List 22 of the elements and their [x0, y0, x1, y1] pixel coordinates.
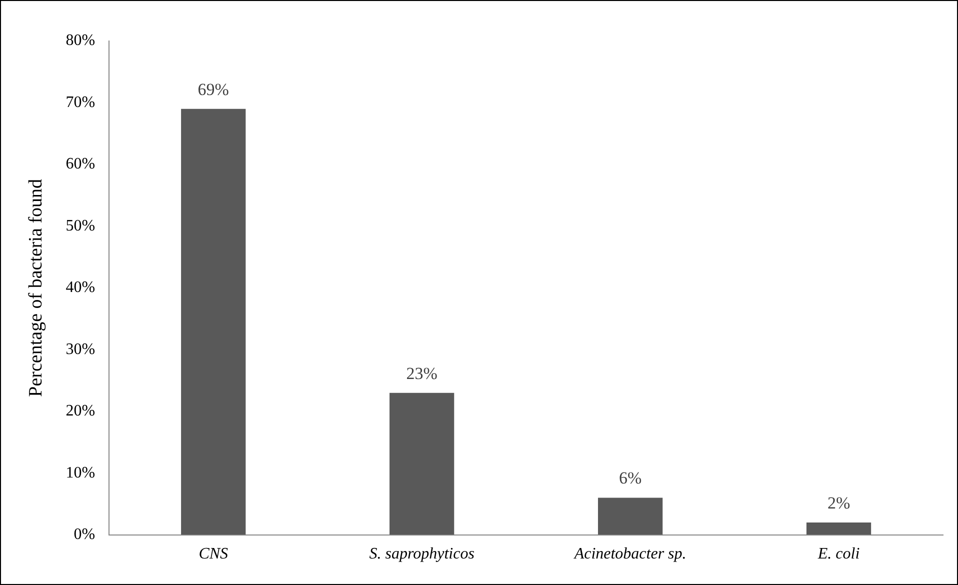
data-label: 2%: [827, 493, 850, 512]
bar: [390, 392, 454, 535]
x-tick-label: S. saprophyticos: [369, 546, 474, 563]
bar: [598, 498, 663, 535]
y-tick-label: 70%: [66, 94, 96, 111]
x-tick-label: E. coli: [816, 546, 860, 563]
y-tick-label: 50%: [66, 217, 96, 234]
y-tick-label: 80%: [66, 32, 96, 50]
y-tick-label: 0%: [74, 526, 96, 544]
y-tick-label: 60%: [66, 156, 96, 173]
y-axis-title: Percentage of bacteria found: [25, 178, 46, 397]
data-label: 23%: [406, 364, 438, 383]
y-tick-label: 30%: [66, 340, 96, 358]
x-tick-label: CNS: [198, 546, 228, 563]
data-label: 69%: [198, 80, 229, 99]
y-tick-label: 40%: [66, 279, 96, 296]
y-tick-label: 10%: [66, 464, 96, 482]
x-tick-label: Acinetobacter sp.: [573, 546, 686, 563]
y-tick-label: 20%: [66, 402, 96, 420]
bar: [806, 522, 872, 535]
bar: [181, 108, 246, 535]
data-label: 6%: [618, 468, 642, 488]
